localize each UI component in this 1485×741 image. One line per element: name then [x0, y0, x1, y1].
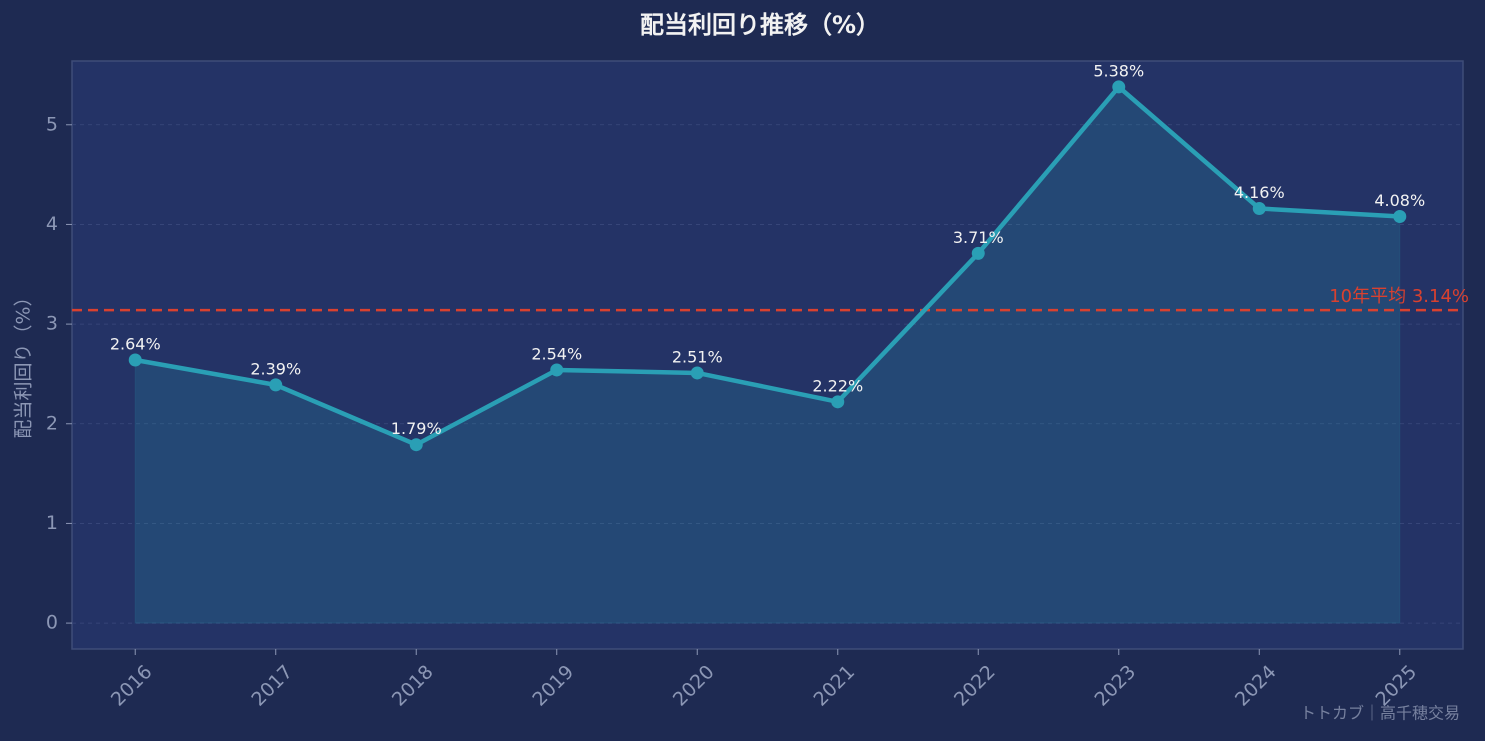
y-tick-label: 0 — [46, 612, 58, 634]
y-tick-label: 3 — [46, 313, 58, 335]
point — [971, 246, 985, 260]
point — [269, 378, 283, 392]
data-label: 2.22% — [812, 376, 863, 395]
data-label: 1.79% — [391, 419, 442, 438]
point — [550, 363, 564, 377]
y-tick-label: 2 — [46, 412, 58, 434]
watermark: トトカブ｜高千穂交易 — [1300, 704, 1460, 723]
data-label: 4.08% — [1374, 191, 1425, 210]
data-label: 3.71% — [953, 228, 1004, 247]
line — [134, 84, 1400, 447]
point — [1112, 80, 1126, 94]
data-label: 2.39% — [250, 359, 301, 378]
data-label: 2.64% — [110, 334, 161, 353]
plot-area — [71, 60, 1464, 650]
point — [1393, 209, 1407, 223]
point — [690, 366, 704, 380]
chart-title: 配当利回り推移（%） — [640, 11, 880, 39]
y-axis-label: 配当利回り（%） — [13, 287, 35, 438]
point — [1252, 201, 1266, 215]
y-tick-label: 5 — [46, 113, 58, 135]
y-tick-label: 1 — [46, 512, 58, 534]
data-label: 2.54% — [531, 344, 582, 363]
point — [831, 395, 845, 409]
point — [128, 353, 142, 367]
y-tick-label: 4 — [46, 213, 58, 235]
data-label: 5.38% — [1093, 61, 1144, 80]
data-label: 2.51% — [672, 347, 723, 366]
point — [409, 438, 423, 452]
average-label: 10年平均 3.14% — [1329, 286, 1469, 307]
data-label: 4.16% — [1234, 183, 1285, 202]
